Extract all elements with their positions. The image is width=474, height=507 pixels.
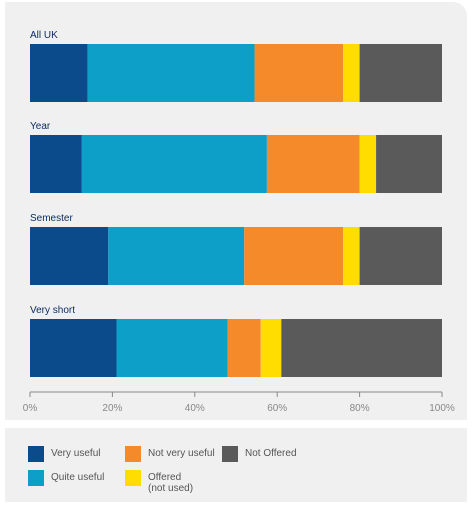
- bar-segment: [30, 135, 82, 193]
- bar-segment: [343, 227, 360, 285]
- bar-segment: [376, 135, 442, 193]
- x-tick-label: 80%: [350, 403, 370, 414]
- legend-label: Offered (not used): [148, 470, 193, 494]
- legend-label: Quite useful: [51, 472, 105, 483]
- bar-segment: [244, 227, 344, 285]
- bar-segment: [87, 44, 255, 102]
- bar-segment: [254, 44, 344, 102]
- legend-swatch: [125, 446, 141, 462]
- bar-segment: [108, 227, 245, 285]
- legend-label-main: Offered: [148, 472, 182, 483]
- bar-segment: [30, 44, 88, 102]
- legend-swatch: [222, 446, 238, 462]
- legend-item-not-offered: Not Offered: [222, 446, 297, 462]
- legend-label: Not very useful: [148, 448, 215, 459]
- x-tick-label: 60%: [267, 403, 287, 414]
- legend-item-offered: Offered (not used): [125, 470, 193, 494]
- legend-label: Not Offered: [245, 448, 297, 459]
- category-label: All UK: [30, 30, 58, 41]
- legend-swatch: [28, 470, 44, 486]
- legend-item-quite-useful: Quite useful: [28, 470, 104, 486]
- x-tick-label: 20%: [102, 403, 122, 414]
- bar-segment: [343, 44, 360, 102]
- legend-label-sub: (not used): [148, 483, 194, 494]
- x-axis: 0% 20% 40% 60% 80% 100%: [23, 391, 455, 414]
- legend-item-very-useful: Very useful: [28, 446, 100, 462]
- category-label: Very short: [30, 305, 75, 316]
- bar-segment: [359, 227, 442, 285]
- bar-segment: [359, 135, 377, 193]
- x-tick-label: 0%: [23, 403, 38, 414]
- bar-segment: [30, 319, 117, 377]
- bar-segment: [260, 319, 282, 377]
- category-label: Semester: [30, 213, 73, 224]
- bar-segment: [227, 319, 261, 377]
- bar-segment: [266, 135, 360, 193]
- category-labels: All UK Year Semester Very short: [30, 30, 75, 316]
- legend-item-not-very-useful: Not very useful: [125, 446, 215, 462]
- bar-segment: [81, 135, 267, 193]
- bar-segment: [359, 44, 442, 102]
- bar-segment: [30, 227, 109, 285]
- legend-swatch: [125, 470, 141, 486]
- legend-panel: [5, 428, 467, 502]
- x-tick-label: 100%: [429, 403, 455, 414]
- legend-label: Very useful: [51, 448, 101, 459]
- x-tick-label: 40%: [185, 403, 205, 414]
- bars-layer: [30, 44, 442, 377]
- legend-swatch: [28, 446, 44, 462]
- bar-segment: [281, 319, 442, 377]
- bar-segment: [116, 319, 228, 377]
- category-label: Year: [30, 121, 51, 132]
